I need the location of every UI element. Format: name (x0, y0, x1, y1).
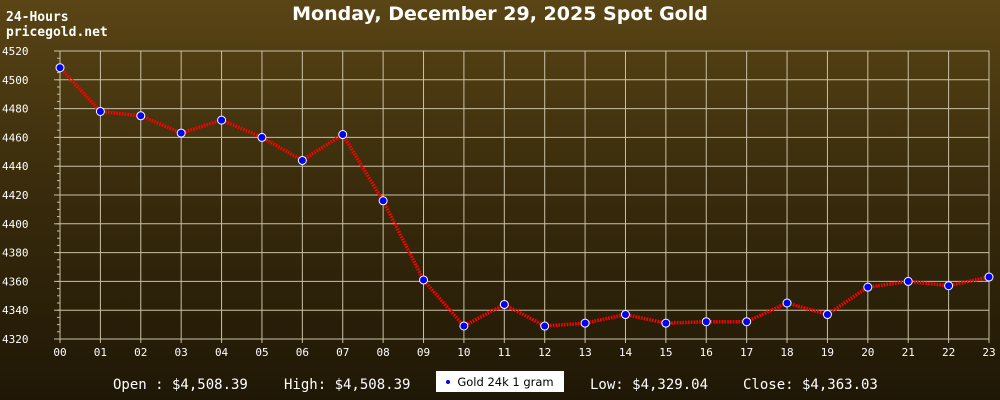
data-point (95, 106, 105, 116)
x-tick-label: 22 (942, 346, 955, 359)
low-stat: Low: $4,329.04 (590, 377, 709, 393)
data-point (55, 63, 65, 73)
x-tick-label: 21 (902, 346, 915, 359)
period-label: 24-Hours (6, 10, 69, 25)
y-tick-label: 4340 (2, 304, 29, 317)
data-point (459, 321, 469, 331)
data-point (378, 196, 388, 206)
x-tick-label: 18 (780, 346, 793, 359)
x-tick-label: 16 (700, 346, 713, 359)
x-tick-label: 19 (821, 346, 834, 359)
y-tick-label: 4320 (2, 333, 29, 346)
data-point (176, 128, 186, 138)
x-tick-label: 00 (53, 346, 66, 359)
x-tick-label: 04 (215, 346, 229, 359)
y-tick-label: 4500 (2, 74, 29, 87)
data-point (499, 299, 509, 309)
x-tick-label: 02 (134, 346, 147, 359)
y-tick-label: 4480 (2, 103, 29, 116)
data-point (217, 115, 227, 125)
x-tick-label: 14 (619, 346, 633, 359)
data-point (782, 298, 792, 308)
x-tick-label: 05 (255, 346, 268, 359)
x-tick-label: 10 (457, 346, 470, 359)
y-tick-label: 4380 (2, 247, 29, 260)
y-tick-label: 4440 (2, 160, 29, 173)
x-tick-label: 23 (982, 346, 995, 359)
data-point (661, 318, 671, 328)
x-tick-label: 12 (538, 346, 551, 359)
x-tick-label: 11 (498, 346, 511, 359)
x-tick-label: 01 (94, 346, 107, 359)
data-point (984, 272, 994, 282)
series-line (58, 66, 990, 328)
y-tick-label: 4420 (2, 189, 29, 202)
x-tick-label: 03 (175, 346, 188, 359)
data-point (701, 317, 711, 327)
y-tick-label: 4360 (2, 275, 29, 288)
legend-marker-icon (446, 379, 451, 384)
data-point (903, 276, 913, 286)
x-tick-label: 09 (417, 346, 430, 359)
close-stat: Close: $4,363.03 (743, 377, 878, 393)
data-point (419, 275, 429, 285)
data-point (297, 155, 307, 165)
data-point (540, 321, 550, 331)
legend-label: Gold 24k 1 gram (457, 374, 554, 389)
data-point (742, 317, 752, 327)
data-point (338, 130, 348, 140)
y-tick-label: 4460 (2, 131, 29, 144)
data-point (822, 310, 832, 320)
data-point (620, 310, 630, 320)
site-label: pricegold.net (6, 25, 108, 40)
open-stat: Open : $4,508.39 (113, 377, 248, 393)
data-point (257, 132, 267, 142)
x-tick-label: 15 (659, 346, 672, 359)
x-tick-label: 20 (861, 346, 874, 359)
high-stat: High: $4,508.39 (284, 377, 411, 393)
x-tick-label: 06 (296, 346, 309, 359)
chart-title: Monday, December 29, 2025 Spot Gold (292, 3, 708, 25)
x-tick-label: 07 (336, 346, 349, 359)
x-tick-label: 17 (740, 346, 753, 359)
data-point (863, 282, 873, 292)
legend: Gold 24k 1 gram (436, 371, 564, 392)
data-point (944, 281, 954, 291)
data-point (136, 111, 146, 121)
header-block: 24-Hours pricegold.net (6, 10, 108, 40)
y-tick-label: 4400 (2, 218, 29, 231)
data-point (580, 318, 590, 328)
x-tick-label: 13 (578, 346, 591, 359)
y-tick-label: 4520 (2, 45, 29, 58)
x-tick-label: 08 (377, 346, 390, 359)
